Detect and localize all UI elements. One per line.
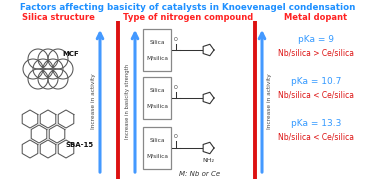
Text: SBA-15: SBA-15 — [66, 142, 94, 148]
Text: M/silica: M/silica — [146, 56, 168, 60]
Text: Factors affecting basicity of catalysts in Knoevenagel condensation: Factors affecting basicity of catalysts … — [20, 3, 356, 12]
Text: Silica: Silica — [149, 138, 165, 143]
Text: pKa = 10.7: pKa = 10.7 — [291, 77, 341, 85]
Text: Silica: Silica — [149, 40, 165, 44]
Text: O: O — [174, 37, 178, 42]
Text: O: O — [174, 134, 178, 139]
Text: pKa = 9: pKa = 9 — [298, 35, 334, 43]
Bar — [143, 29, 171, 71]
Text: M/silica: M/silica — [146, 153, 168, 159]
Text: Increase in activity: Increase in activity — [267, 73, 273, 129]
Text: Nb/silica > Ce/silica: Nb/silica > Ce/silica — [278, 49, 354, 57]
Bar — [143, 127, 171, 169]
Text: O: O — [174, 85, 178, 90]
Text: pKa = 13.3: pKa = 13.3 — [291, 119, 341, 128]
Bar — [143, 77, 171, 119]
Text: Increase in basicity strength: Increase in basicity strength — [126, 64, 130, 139]
Text: Type of nitrogen compound: Type of nitrogen compound — [123, 13, 253, 22]
Text: M: Nb or Ce: M: Nb or Ce — [179, 171, 221, 177]
Text: Nb/silica < Ce/silica: Nb/silica < Ce/silica — [278, 132, 354, 142]
Text: Silica: Silica — [149, 88, 165, 92]
Text: Increase in activity: Increase in activity — [91, 73, 96, 129]
Text: M/silica: M/silica — [146, 104, 168, 108]
Text: NH₂: NH₂ — [202, 158, 214, 163]
Text: Metal dopant: Metal dopant — [284, 13, 347, 22]
Text: MCF: MCF — [62, 51, 79, 57]
Text: Silica structure: Silica structure — [21, 13, 94, 22]
Text: Nb/silica < Ce/silica: Nb/silica < Ce/silica — [278, 91, 354, 99]
